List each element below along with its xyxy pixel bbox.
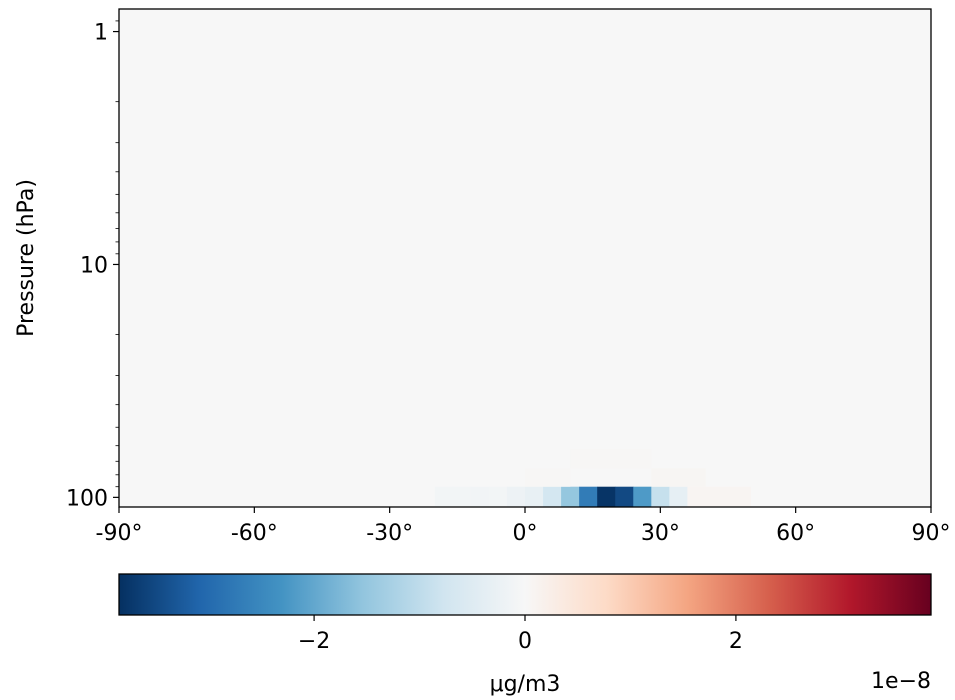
colorbar-tick-label: 2 — [729, 629, 743, 654]
heatmap-cell — [597, 486, 616, 507]
heatmap-cell — [579, 486, 598, 507]
x-tick-label: -60° — [231, 521, 278, 546]
y-tick-label: 1 — [94, 21, 108, 46]
x-tick-label: -30° — [366, 521, 413, 546]
x-tick-label: 0° — [513, 521, 538, 546]
heatmap-cell — [488, 486, 508, 507]
heatmap-cell — [452, 486, 472, 507]
colorbar-gradient — [119, 574, 931, 615]
heatmap-cell — [543, 486, 562, 507]
heatmap-cell — [687, 486, 751, 507]
heatmap-cell — [525, 468, 571, 487]
y-tick-label: 10 — [80, 253, 108, 278]
heatmap-cell — [651, 486, 670, 507]
x-tick-label: 60° — [776, 521, 815, 546]
heatmap-cell — [506, 486, 526, 507]
y-tick-label: 100 — [66, 486, 108, 511]
colorbar-label: μg/m3 — [490, 672, 561, 697]
colorbar-tick-label: −2 — [298, 629, 330, 654]
heatmap-cell — [615, 486, 634, 507]
colorbar: −2 0 2 μg/m3 1e−8 — [118, 573, 932, 697]
heatmap-cells — [434, 449, 751, 507]
heatmap-cell — [434, 486, 454, 507]
heatmap-cell — [470, 486, 490, 507]
plot-background — [119, 9, 931, 507]
x-tick-label: 90° — [912, 521, 951, 546]
y-axis: 1 10 100 — [66, 20, 119, 511]
x-tick-label: 30° — [641, 521, 680, 546]
colorbar-ticks: −2 0 2 — [298, 615, 743, 654]
colorbar-tick-label: 0 — [518, 629, 532, 654]
x-tick-label: -90° — [96, 521, 143, 546]
heatmap-cell — [633, 486, 652, 507]
heatmap-cell — [651, 468, 706, 487]
heatmap-cell — [561, 486, 580, 507]
x-axis: -90° -60° -30° 0° 30° 60° 90° — [96, 507, 951, 546]
y-axis-label: Pressure (hPa) — [14, 179, 39, 337]
heatmap-cell — [525, 486, 544, 507]
heatmap-cell — [669, 486, 688, 507]
heatmap-cell — [570, 449, 652, 469]
plot-area — [118, 8, 932, 508]
colorbar-offset-text: 1e−8 — [871, 669, 931, 694]
